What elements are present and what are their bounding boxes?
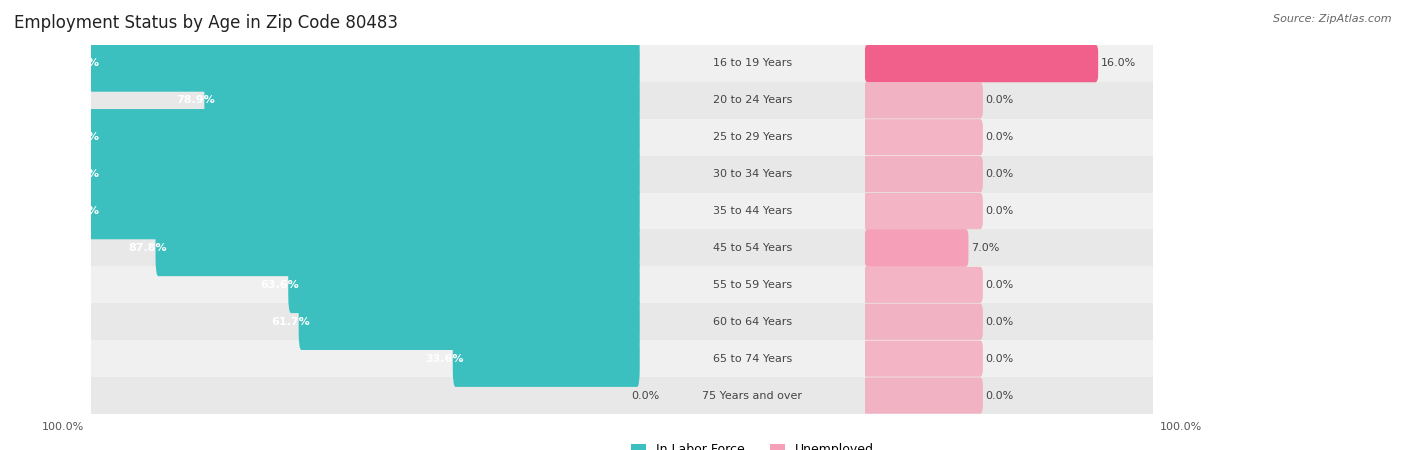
Text: 0.0%: 0.0% xyxy=(986,354,1014,364)
Bar xyxy=(91,230,1153,266)
FancyBboxPatch shape xyxy=(89,109,640,166)
Text: 0.0%: 0.0% xyxy=(631,391,659,401)
FancyBboxPatch shape xyxy=(865,45,1098,82)
Text: 0.0%: 0.0% xyxy=(986,280,1014,290)
Bar xyxy=(91,193,1153,230)
FancyBboxPatch shape xyxy=(863,304,983,340)
Text: 100.0%: 100.0% xyxy=(53,132,100,142)
Text: 0.0%: 0.0% xyxy=(986,169,1014,179)
Text: 100.0%: 100.0% xyxy=(1160,422,1202,432)
FancyBboxPatch shape xyxy=(298,293,640,350)
FancyBboxPatch shape xyxy=(453,330,640,387)
FancyBboxPatch shape xyxy=(204,72,640,129)
Text: 20 to 24 Years: 20 to 24 Years xyxy=(713,95,792,105)
Legend: In Labor Force, Unemployed: In Labor Force, Unemployed xyxy=(631,443,873,450)
Bar xyxy=(91,45,1153,82)
Text: 7.0%: 7.0% xyxy=(972,243,1000,253)
Text: 30 to 34 Years: 30 to 34 Years xyxy=(713,169,792,179)
Text: 65 to 74 Years: 65 to 74 Years xyxy=(713,354,792,364)
Text: 55 to 59 Years: 55 to 59 Years xyxy=(713,280,792,290)
FancyBboxPatch shape xyxy=(863,378,983,414)
FancyBboxPatch shape xyxy=(863,119,983,155)
FancyBboxPatch shape xyxy=(89,183,640,239)
FancyBboxPatch shape xyxy=(863,341,983,377)
Text: 60 to 64 Years: 60 to 64 Years xyxy=(713,317,792,327)
Text: 35 to 44 Years: 35 to 44 Years xyxy=(713,206,792,216)
Bar xyxy=(91,82,1153,119)
FancyBboxPatch shape xyxy=(89,35,640,92)
Bar xyxy=(91,156,1153,193)
Text: 0.0%: 0.0% xyxy=(986,317,1014,327)
Text: 45 to 54 Years: 45 to 54 Years xyxy=(713,243,792,253)
Text: 0.0%: 0.0% xyxy=(986,206,1014,216)
Text: 100.0%: 100.0% xyxy=(53,58,100,68)
Text: 100.0%: 100.0% xyxy=(53,169,100,179)
Bar xyxy=(91,303,1153,340)
FancyBboxPatch shape xyxy=(863,156,983,192)
Text: 78.9%: 78.9% xyxy=(177,95,215,105)
Text: 16 to 19 Years: 16 to 19 Years xyxy=(713,58,792,68)
Text: 75 Years and over: 75 Years and over xyxy=(702,391,803,401)
Text: 87.8%: 87.8% xyxy=(128,243,166,253)
Bar xyxy=(91,340,1153,377)
Text: 61.7%: 61.7% xyxy=(271,317,309,327)
Text: 100.0%: 100.0% xyxy=(42,422,84,432)
Text: Source: ZipAtlas.com: Source: ZipAtlas.com xyxy=(1274,14,1392,23)
Text: 33.6%: 33.6% xyxy=(425,354,464,364)
Text: 100.0%: 100.0% xyxy=(53,206,100,216)
Text: 0.0%: 0.0% xyxy=(986,132,1014,142)
FancyBboxPatch shape xyxy=(288,256,640,313)
Text: 0.0%: 0.0% xyxy=(986,95,1014,105)
FancyBboxPatch shape xyxy=(89,146,640,202)
FancyBboxPatch shape xyxy=(865,229,969,267)
FancyBboxPatch shape xyxy=(863,267,983,303)
Bar xyxy=(91,119,1153,156)
Text: 0.0%: 0.0% xyxy=(986,391,1014,401)
FancyBboxPatch shape xyxy=(156,220,640,276)
Text: Employment Status by Age in Zip Code 80483: Employment Status by Age in Zip Code 804… xyxy=(14,14,398,32)
Text: 63.6%: 63.6% xyxy=(260,280,299,290)
Bar xyxy=(91,266,1153,303)
FancyBboxPatch shape xyxy=(863,82,983,118)
Bar xyxy=(91,377,1153,414)
Text: 25 to 29 Years: 25 to 29 Years xyxy=(713,132,792,142)
Text: 16.0%: 16.0% xyxy=(1101,58,1136,68)
FancyBboxPatch shape xyxy=(863,193,983,229)
